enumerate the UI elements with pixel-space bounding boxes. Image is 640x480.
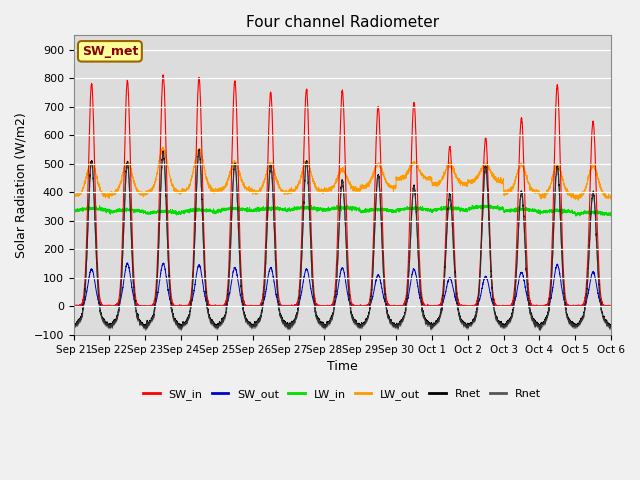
Line: Rnet: Rnet <box>74 149 611 329</box>
SW_in <box>159 72 167 78</box>
LW_in <box>572 213 580 219</box>
Rnet <box>433 321 441 326</box>
LW_in <box>323 206 330 212</box>
LW_in <box>493 204 501 210</box>
X-axis label: Time: Time <box>327 360 358 373</box>
Line: SW_in: SW_in <box>74 75 611 306</box>
Rnet <box>493 319 501 325</box>
Text: SW_met: SW_met <box>82 45 138 58</box>
Legend: SW_in, SW_out, LW_in, LW_out, Rnet, Rnet: SW_in, SW_out, LW_in, LW_out, Rnet, Rnet <box>139 384 546 404</box>
SW_out <box>70 303 77 309</box>
LW_out <box>493 176 501 182</box>
SW_in <box>493 303 501 309</box>
SW_out <box>70 303 77 309</box>
Title: Four channel Radiometer: Four channel Radiometer <box>246 15 439 30</box>
Rnet <box>433 319 441 325</box>
SW_out <box>463 303 470 309</box>
Rnet <box>166 292 174 298</box>
LW_in <box>607 212 614 217</box>
LW_out <box>607 193 615 199</box>
SW_in <box>607 303 615 309</box>
SW_in <box>166 284 174 290</box>
LW_in <box>433 208 441 214</box>
Line: SW_out: SW_out <box>74 263 611 306</box>
Rnet <box>536 326 544 332</box>
SW_out <box>124 260 131 266</box>
LW_out <box>607 193 614 199</box>
LW_out <box>70 192 77 198</box>
LW_out <box>323 186 330 192</box>
Rnet <box>323 321 330 327</box>
SW_out <box>433 303 441 309</box>
SW_in <box>70 303 78 309</box>
SW_in <box>463 303 470 309</box>
Line: Rnet: Rnet <box>74 151 611 331</box>
Rnet <box>463 323 470 328</box>
Rnet <box>323 323 330 328</box>
SW_in <box>323 303 330 309</box>
Rnet <box>463 324 470 330</box>
SW_in <box>607 303 614 309</box>
LW_in <box>607 212 615 218</box>
LW_out <box>159 144 167 150</box>
Rnet <box>70 324 77 330</box>
LW_out <box>166 176 174 182</box>
LW_out <box>433 183 441 189</box>
Rnet <box>607 323 615 329</box>
Line: LW_out: LW_out <box>74 147 611 200</box>
SW_out <box>493 303 501 309</box>
LW_in <box>479 202 487 207</box>
LW_out <box>463 181 470 187</box>
SW_in <box>70 303 77 309</box>
LW_in <box>70 207 77 213</box>
Rnet <box>166 291 174 297</box>
Rnet <box>607 322 615 327</box>
Rnet <box>195 148 203 154</box>
Rnet <box>536 328 544 334</box>
LW_in <box>166 210 174 216</box>
Line: LW_in: LW_in <box>74 204 611 216</box>
Rnet <box>70 323 77 329</box>
SW_out <box>607 303 615 309</box>
Rnet <box>493 318 501 324</box>
SW_out <box>166 299 174 304</box>
LW_in <box>463 206 470 212</box>
Rnet <box>607 324 614 329</box>
SW_out <box>323 303 330 309</box>
Rnet <box>195 146 203 152</box>
SW_in <box>433 303 441 309</box>
Y-axis label: Solar Radiation (W/m2): Solar Radiation (W/m2) <box>15 112 28 258</box>
LW_out <box>575 197 582 203</box>
SW_out <box>607 303 614 309</box>
Rnet <box>607 322 614 328</box>
